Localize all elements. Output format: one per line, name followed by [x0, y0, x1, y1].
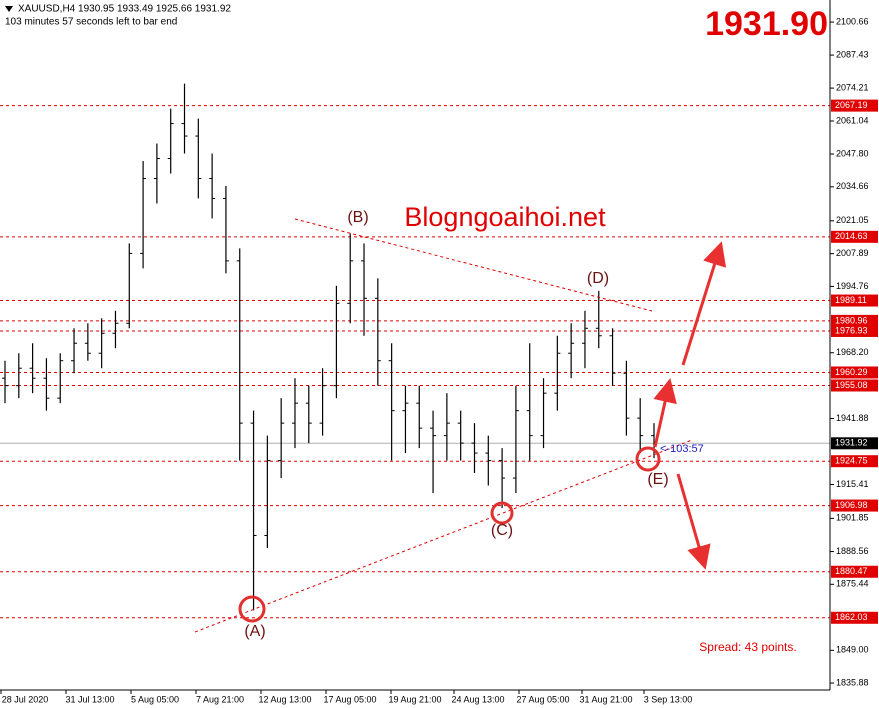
level-tag: [831, 294, 878, 307]
y-tick-label: 1849.00: [836, 645, 869, 655]
level-label: 1924.75: [835, 456, 868, 466]
level-tag: [831, 324, 878, 337]
y-tick-label: 1901.85: [836, 513, 869, 523]
y-tick-label: 1835.88: [836, 677, 869, 687]
y-tick-label: 2047.80: [836, 148, 869, 158]
wave-label: (A): [244, 623, 265, 640]
y-tick-label: 1888.56: [836, 546, 869, 556]
level-label: 1960.29: [835, 367, 868, 377]
countdown: <-103:57: [660, 443, 704, 455]
x-tick-label: 5 Aug 05:00: [131, 694, 179, 704]
level-tag: [831, 314, 878, 327]
bars-layer: [2, 83, 657, 611]
level-label: 1862.03: [835, 612, 868, 622]
y-tick-label: 1941.88: [836, 413, 869, 423]
symbol-info: XAUUSD,H4 1930.95 1933.49 1925.66 1931.9…: [18, 4, 231, 15]
level-label: 1880.47: [835, 566, 868, 576]
y-tick-label: 1915.41: [836, 479, 869, 489]
level-label: 2067.19: [835, 100, 868, 110]
wave-label: (B): [347, 209, 368, 226]
level-tag: [831, 366, 878, 379]
y-tick-label: 2034.66: [836, 181, 869, 191]
y-tick-label: 2074.21: [836, 82, 869, 92]
big-price: 1931.90: [705, 5, 828, 43]
arrow-down: [676, 473, 711, 570]
y-tick-label: 2087.43: [836, 49, 869, 59]
y-tick-label: 2100.66: [836, 16, 869, 26]
level-label: 1980.96: [835, 315, 868, 325]
y-tick-label: 2021.05: [836, 215, 869, 225]
level-tag: [831, 565, 878, 578]
level-tag: [831, 230, 878, 243]
level-tag: [831, 379, 878, 392]
arrow-up-short: [653, 378, 677, 448]
circle-e: [635, 446, 661, 472]
level-label: 1906.98: [835, 500, 868, 510]
spread: Spread: 43 points.: [699, 640, 796, 654]
level-tag: [831, 499, 878, 512]
y-tick-label: 1994.76: [836, 281, 869, 291]
level-label: 1955.08: [835, 380, 868, 390]
level-tag: [831, 99, 878, 112]
y-tick-label: 2061.04: [836, 115, 869, 125]
x-tick-label: 3 Sep 13:00: [644, 694, 693, 704]
circle-c: [490, 501, 514, 525]
x-tick-label: 31 Jul 13:00: [65, 694, 114, 704]
symbol-icon: [5, 6, 13, 12]
circle-a: [238, 595, 266, 623]
x-tick-label: 17 Aug 05:00: [323, 694, 376, 704]
wave-label: (C): [491, 522, 513, 539]
x-tick-label: 31 Aug 21:00: [579, 694, 632, 704]
current-price-label: 1931.92: [835, 438, 868, 448]
upper-trendline: [294, 218, 653, 312]
x-tick-label: 27 Aug 05:00: [516, 694, 569, 704]
x-tick-label: 19 Aug 21:00: [388, 694, 441, 704]
wave-label: (E): [647, 471, 668, 488]
wave-label: (D): [587, 270, 609, 287]
level-tag: [831, 611, 878, 624]
x-tick-label: 24 Aug 13:00: [451, 694, 504, 704]
watermark: Blogngoaihoi.net: [404, 202, 606, 232]
level-label: 1976.93: [835, 325, 868, 335]
y-tick-label: 2007.89: [836, 248, 869, 258]
lower-trendline: [194, 439, 693, 633]
level-label: 1989.11: [835, 295, 867, 305]
level-tag: [831, 455, 878, 468]
arrow-up-long: [681, 241, 727, 366]
y-tick-label: 1875.44: [836, 579, 869, 589]
timer: 103 minutes 57 seconds left to bar end: [5, 17, 177, 28]
current-price-tag: [831, 437, 878, 450]
grid-layer: [0, 105, 830, 619]
x-tick-label: 12 Aug 13:00: [258, 694, 311, 704]
x-tick-label: 28 Jul 2020: [2, 694, 49, 704]
level-label: 2014.63: [835, 231, 868, 241]
y-tick-label: 1968.20: [836, 347, 869, 357]
x-tick-label: 7 Aug 21:00: [196, 694, 244, 704]
